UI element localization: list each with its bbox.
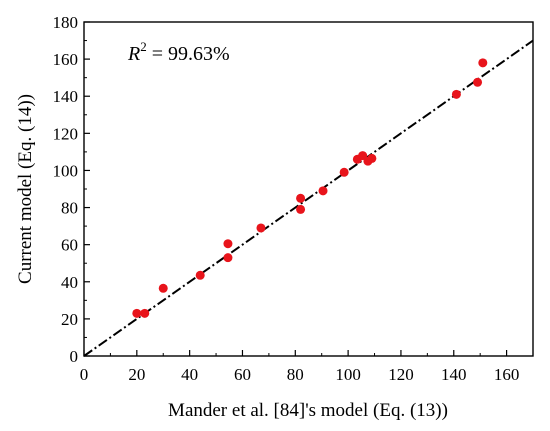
data-point: [140, 308, 150, 318]
y-tick-label: 0: [70, 347, 79, 366]
x-tick-label: 0: [80, 365, 89, 384]
data-point: [367, 153, 377, 163]
data-point: [318, 186, 328, 196]
y-tick-label: 100: [53, 161, 79, 180]
y-tick-label: 140: [53, 87, 79, 106]
reference-line: [83, 39, 534, 357]
x-tick-label: 20: [128, 365, 145, 384]
data-point: [473, 77, 483, 87]
r-symbol: R: [127, 43, 140, 65]
y-tick-label: 40: [61, 273, 78, 292]
y-tick-label: 60: [61, 236, 78, 255]
data-point: [339, 167, 349, 177]
x-tick-label: 120: [388, 365, 414, 384]
x-tick-label: 140: [441, 365, 467, 384]
y-tick-label: 160: [53, 50, 79, 69]
y-tick-label: 20: [61, 310, 78, 329]
y-tick-label: 180: [53, 13, 79, 32]
plot-frame: [83, 21, 534, 357]
data-point: [158, 283, 168, 293]
x-tick-label: 80: [287, 365, 304, 384]
x-tick-label: 40: [181, 365, 198, 384]
data-point: [296, 193, 306, 203]
r-squared-annotation: R2 = 99.63%: [127, 39, 230, 65]
x-tick-label: 100: [335, 365, 361, 384]
r-exponent: 2: [140, 39, 147, 54]
x-axis-ticks: 0 20 40 60 80 100 120 140 160: [80, 350, 520, 384]
data-point: [256, 223, 266, 233]
x-tick-label: 60: [234, 365, 251, 384]
data-points: [132, 58, 488, 318]
r-value: = 99.63%: [147, 43, 230, 65]
data-point: [132, 308, 142, 318]
y-tick-label: 120: [53, 124, 79, 143]
data-point: [223, 239, 233, 249]
y-axis-label: Current model (Eq. (14)): [15, 94, 36, 284]
data-point: [195, 270, 205, 280]
y-axis-ticks: 0 20 40 60 80 100 120 140 160 180: [53, 13, 90, 366]
y-tick-label: 80: [61, 199, 78, 218]
x-axis-label: Mander et al. [84]'s model (Eq. (13)): [168, 400, 448, 421]
data-point: [223, 253, 233, 263]
x-tick-label: 160: [494, 365, 520, 384]
data-point: [451, 89, 461, 99]
data-point: [478, 58, 488, 68]
data-point: [296, 204, 306, 214]
